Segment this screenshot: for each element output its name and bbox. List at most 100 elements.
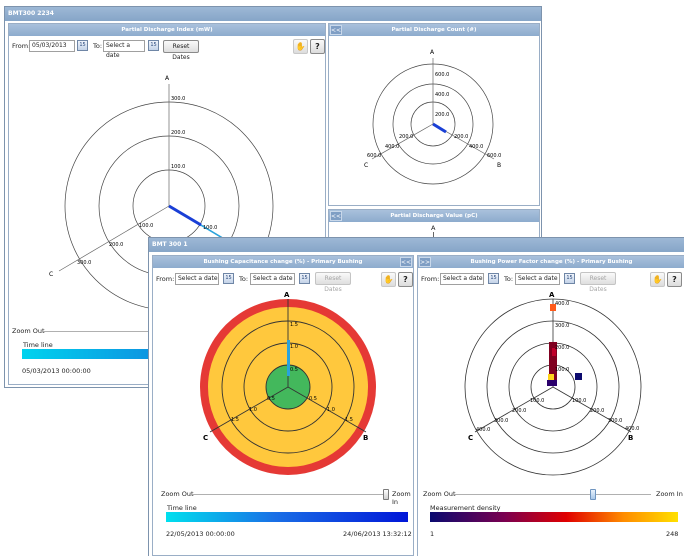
hand-icon[interactable]: ✋ <box>293 39 308 54</box>
density-cell <box>549 342 557 382</box>
zoom-slider-track[interactable] <box>41 331 161 332</box>
ring-label: 400.0 <box>625 426 639 432</box>
zoom-out-label: Zoom Out <box>12 327 45 335</box>
power-factor-radar-chart: A B C 100.0 200.0 300.0 400.0 100.0 200.… <box>464 291 642 476</box>
density-color-bar <box>430 512 678 522</box>
ring-label: 1.0 <box>327 407 335 413</box>
timeline-label: Time line <box>23 341 53 349</box>
zoom-out-label: Zoom Out <box>423 490 456 498</box>
axis-c-line <box>474 386 554 433</box>
collapse-button[interactable]: << <box>330 211 342 221</box>
ring-label: 0.5 <box>290 367 298 373</box>
ring-label: 300.0 <box>608 418 622 424</box>
ring-label: 100.0 <box>572 398 586 404</box>
help-button[interactable]: ? <box>310 39 325 54</box>
ring-label: 0.5 <box>267 396 275 402</box>
zoom-slider-track[interactable] <box>189 494 385 495</box>
axis-b-label: B <box>497 162 501 169</box>
calendar-icon[interactable]: 15 <box>223 273 234 284</box>
reset-dates-button[interactable]: Reset Dates <box>315 272 351 293</box>
timeline-start: 05/03/2013 00:00:00 <box>22 367 91 375</box>
density-max: 248 <box>666 530 679 538</box>
ring-label: 1.5 <box>231 417 239 423</box>
axis-c-line <box>209 386 289 433</box>
to-date-input[interactable]: Select a date <box>250 273 295 285</box>
to-date-input[interactable]: Select a date <box>515 273 560 285</box>
ring-label: 300.0 <box>171 96 185 102</box>
ring-label: 200.0 <box>399 134 413 140</box>
axis-b-line <box>552 386 632 433</box>
density-cell <box>550 304 556 311</box>
from-date-input[interactable]: Select a date <box>175 273 219 285</box>
ring-label: 200.0 <box>435 112 449 118</box>
from-date-input[interactable]: 05/03/2013 <box>29 40 75 52</box>
axis-c-line <box>58 205 170 272</box>
ring-label: 100.0 <box>555 367 569 373</box>
axis-c-label: C <box>49 271 53 278</box>
calendar-icon[interactable]: 15 <box>488 273 499 284</box>
ring-label: 200.0 <box>109 242 123 248</box>
ring-label: 100.0 <box>171 164 185 170</box>
calendar-icon[interactable]: 15 <box>148 40 159 51</box>
data-series-line <box>432 122 447 134</box>
ring-label: 300.0 <box>555 323 569 329</box>
ring-label: 400.0 <box>435 92 449 98</box>
timeline-label: Time line <box>167 504 197 512</box>
pd-count-panel: Partial Discharge Count (#) << A B C 200… <box>328 23 540 206</box>
help-button[interactable]: ? <box>667 272 682 287</box>
timeline-start: 22/05/2013 00:00:00 <box>166 530 235 538</box>
from-date-input[interactable]: Select a date <box>440 273 484 285</box>
ring-label: 0.5 <box>309 396 317 402</box>
zoom-slider-thumb[interactable] <box>383 489 389 500</box>
calendar-icon[interactable]: 15 <box>299 273 310 284</box>
calendar-icon[interactable]: 15 <box>564 273 575 284</box>
from-label: From: <box>421 275 440 283</box>
ring-label: 400.0 <box>555 301 569 307</box>
density-label: Measurement density <box>430 504 501 512</box>
collapse-button[interactable]: << <box>330 25 342 35</box>
hand-icon[interactable]: ✋ <box>650 272 665 287</box>
ring-label: 300.0 <box>77 260 91 266</box>
ring-label: 600.0 <box>435 72 449 78</box>
timeline-bar[interactable] <box>166 512 408 522</box>
ring-label: 400.0 <box>385 144 399 150</box>
collapse-left-button[interactable]: << <box>400 257 412 267</box>
data-series-dense <box>168 204 202 227</box>
capacitance-title: Bushing Capacitance change (%) - Primary… <box>153 256 413 268</box>
pd-count-radar-chart: A B C 200.0 400.0 600.0 200.0 400.0 600.… <box>364 49 501 185</box>
calendar-icon[interactable]: 15 <box>77 40 88 51</box>
axis-b-label: B <box>628 434 633 442</box>
to-label: To: <box>504 275 514 283</box>
timeline-bar[interactable] <box>22 349 162 359</box>
data-marker <box>287 340 290 376</box>
to-date-input[interactable]: Select a date <box>103 40 145 59</box>
window-bmt300-1: BMT 300 1 Bushing Capacitance change (%)… <box>148 237 684 556</box>
hand-icon[interactable]: ✋ <box>381 272 396 287</box>
ring-label: 1.0 <box>249 407 257 413</box>
window-title: BMT 300 1 <box>149 238 684 252</box>
pd-value-title: Partial Discharge Value (pC) <box>329 210 539 222</box>
reset-dates-button[interactable]: Reset Dates <box>163 40 199 61</box>
help-button[interactable]: ? <box>398 272 413 287</box>
reset-dates-button[interactable]: Reset Dates <box>580 272 616 293</box>
axis-a-label: A <box>430 49 435 56</box>
zoom-slider-track[interactable] <box>451 494 651 495</box>
axis-b-line <box>287 386 367 433</box>
axis-c-label: C <box>364 162 368 169</box>
ring-label: 300.0 <box>494 418 508 424</box>
zoom-slider-thumb[interactable] <box>590 489 596 500</box>
ring-label: 1.5 <box>290 322 298 328</box>
density-cell <box>575 373 582 380</box>
pd-count-title: Partial Discharge Count (#) <box>329 24 539 36</box>
power-factor-panel: Bushing Power Factor change (%) - Primar… <box>417 255 684 556</box>
zoom-out-label: Zoom Out <box>161 490 194 498</box>
ring-label: 100.0 <box>139 223 153 229</box>
from-label: From: <box>156 275 175 283</box>
from-label: From: <box>12 42 31 50</box>
capacitance-panel: Bushing Capacitance change (%) - Primary… <box>152 255 414 556</box>
ring-label: 100.0 <box>530 398 544 404</box>
ring-label: 600.0 <box>367 153 381 159</box>
ring-label: 100.0 <box>203 225 217 231</box>
ring-label: 1.5 <box>345 417 353 423</box>
collapse-right-button[interactable]: >> <box>419 257 431 267</box>
